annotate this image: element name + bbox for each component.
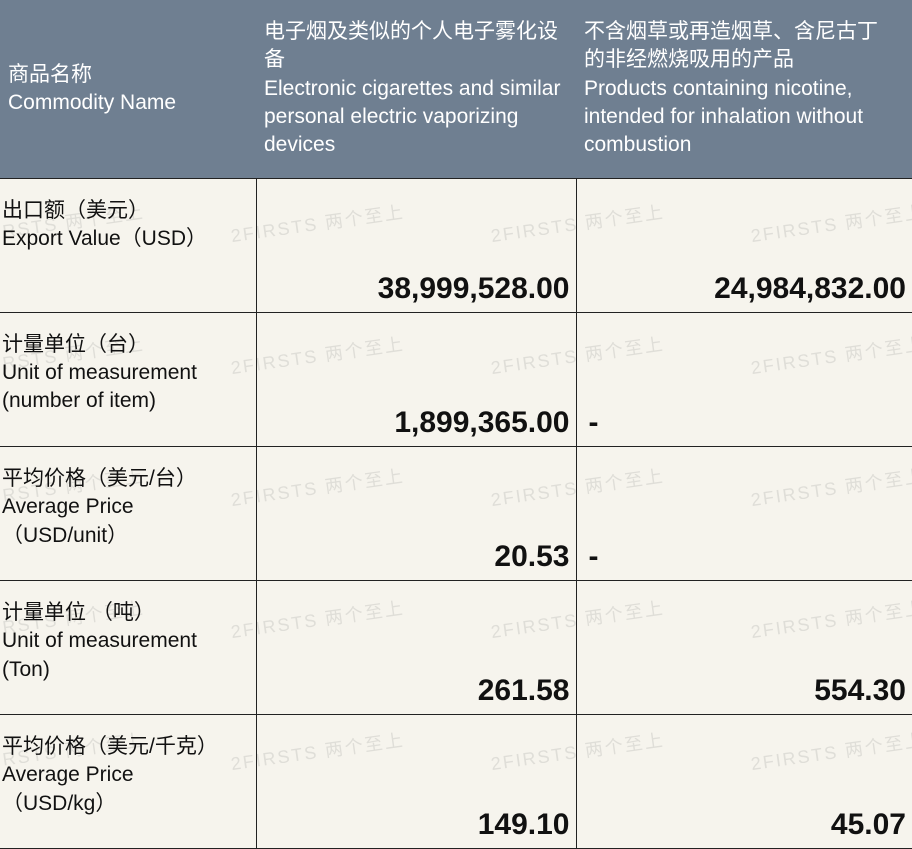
row-label: 出口额（美元） Export Value（USD） [0,178,256,312]
row-value-col1: 149.10 [256,714,576,848]
table-body: 出口额（美元） Export Value（USD）38,999,528.0024… [0,178,912,848]
row-value-col1: 20.53 [256,446,576,580]
table-row: 平均价格（美元/千克）Average Price（USD/kg）149.1045… [0,714,912,848]
row-label: 平均价格（美元/台）Average Price（USD/unit） [0,446,256,580]
row-value-col2: 24,984,832.00 [576,178,912,312]
table-header-row: 商品名称Commodity Name 电子烟及类似的个人电子雾化设备Electr… [0,0,912,178]
row-value-col2: 554.30 [576,580,912,714]
row-label: 计量单位（台）Unit of measurement(number of ite… [0,312,256,446]
row-value-col2: 45.07 [576,714,912,848]
row-value-col1: 38,999,528.00 [256,178,576,312]
header-nicotine-products: 不含烟草或再造烟草、含尼古丁的非经燃烧吸用的产品Products contain… [576,0,912,178]
row-label: 平均价格（美元/千克）Average Price（USD/kg） [0,714,256,848]
header-ecig-devices: 电子烟及类似的个人电子雾化设备Electronic cigarettes and… [256,0,576,178]
table-row: 计量单位（台）Unit of measurement(number of ite… [0,312,912,446]
row-value-col1: 1,899,365.00 [256,312,576,446]
row-value-col2: - [576,312,912,446]
table-row: 平均价格（美元/台）Average Price（USD/unit）20.53- [0,446,912,580]
row-value-col1: 261.58 [256,580,576,714]
table-row: 计量单位 （吨）Unit of measurement(Ton)261.5855… [0,580,912,714]
header-commodity-name: 商品名称Commodity Name [0,0,256,178]
row-value-col2: - [576,446,912,580]
table-row: 出口额（美元） Export Value（USD）38,999,528.0024… [0,178,912,312]
commodity-data-table: 商品名称Commodity Name 电子烟及类似的个人电子雾化设备Electr… [0,0,912,849]
row-label: 计量单位 （吨）Unit of measurement(Ton) [0,580,256,714]
